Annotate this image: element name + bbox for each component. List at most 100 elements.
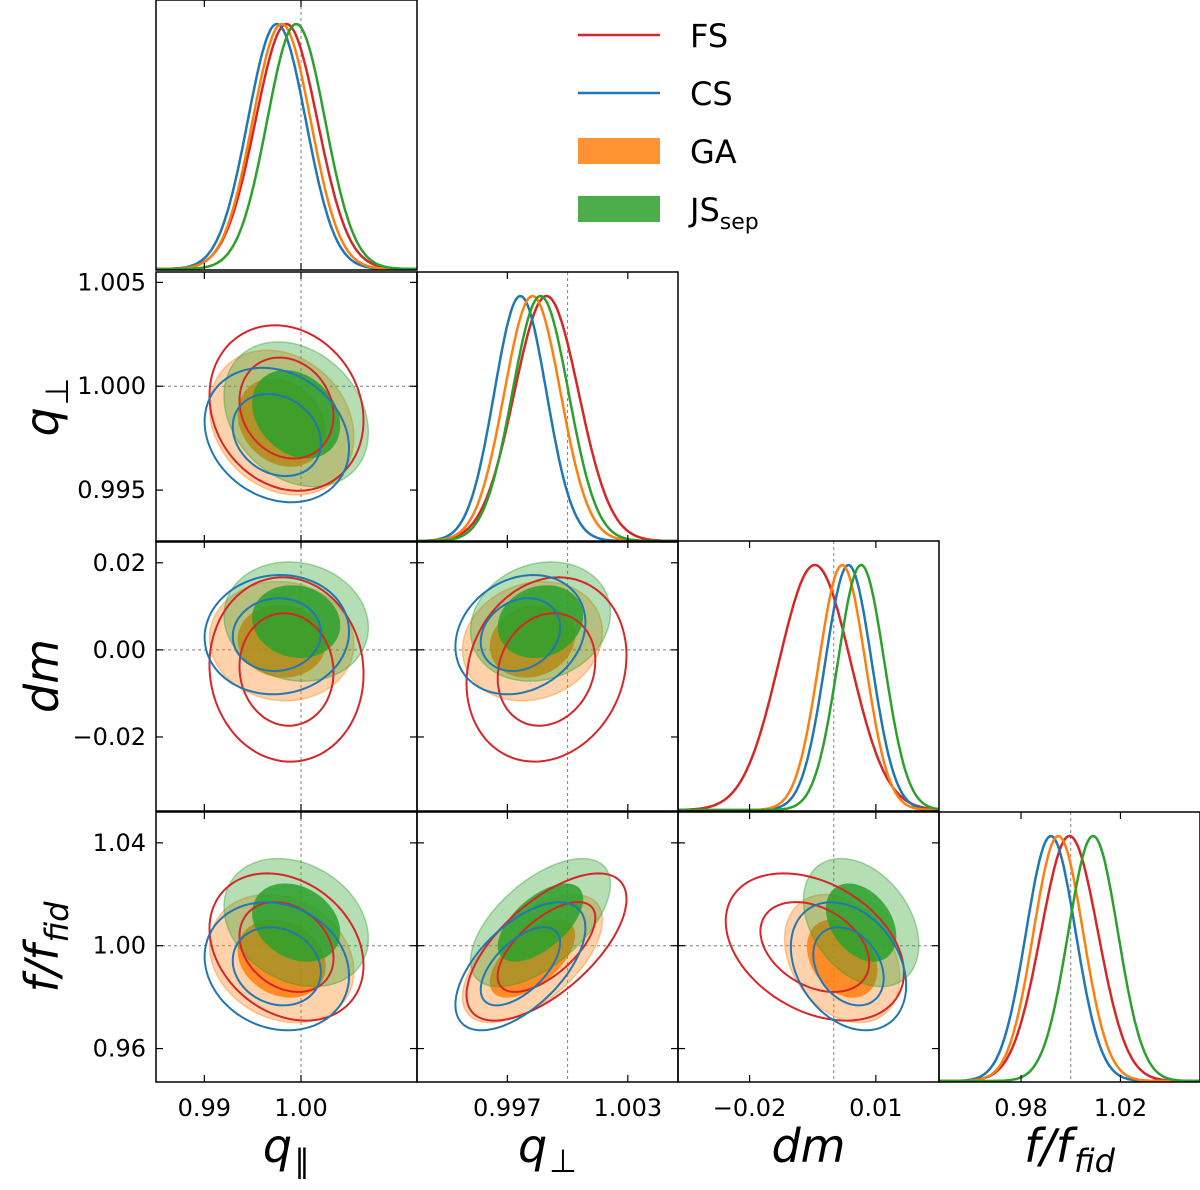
y-tick-label: 1.00 (93, 932, 146, 960)
contour-95-fs (208, 324, 365, 492)
contour-68-cs (231, 393, 322, 478)
panel-fills-f-qpar (156, 812, 417, 1082)
legend-label-fs: FS (690, 17, 728, 55)
contour-95-fs (208, 872, 365, 1022)
x-axis-title-f: f/ffid (1024, 1119, 1116, 1180)
y-tick-label: 0.995 (77, 476, 146, 504)
contour-95-cs (454, 573, 587, 696)
legend-label-main: FS (690, 17, 728, 55)
contour-95-cs (203, 901, 350, 1032)
panel-frame-qpar-qpar (155, 0, 418, 271)
panel-lines-f-qperp (454, 872, 628, 1032)
legend-label-main: JS (688, 191, 720, 229)
x-tick-label: 0.98 (994, 1094, 1047, 1122)
panel-lines-f-qpar (203, 872, 365, 1032)
marginal-curve-cs (678, 563, 939, 811)
x-tick-label: −0.02 (713, 1094, 787, 1122)
legend-label-main: CS (690, 75, 733, 113)
axis-title-main: q (263, 1119, 292, 1173)
contour-95-fs (208, 576, 365, 763)
x-axis-title-dm: dm (771, 1119, 845, 1173)
contour-95-cs (789, 901, 908, 1032)
y-tick-label: 1.000 (77, 372, 146, 400)
panel-fills-dm-qpar (156, 541, 417, 811)
contour-68-cs (479, 597, 562, 672)
y-tick-label: 1.005 (77, 268, 146, 296)
x-tick-label: 1.003 (593, 1094, 662, 1122)
panel-frame-f-f (938, 811, 1200, 1083)
legend-label-sub: sep (720, 210, 759, 235)
contour-95-cs (203, 366, 350, 504)
marginal-dm (678, 541, 939, 811)
y-axis-title-dm: dm (15, 639, 69, 713)
legend-label-cs: CS (690, 75, 733, 113)
marginal-curve-js (939, 834, 1200, 1082)
y-axis-title-qperp: q⊥ (15, 377, 76, 436)
legend-label-main: GA (690, 133, 737, 171)
contour-68-cs (231, 926, 322, 1007)
contour-95-cs (454, 901, 587, 1032)
marginal-curve-ga (678, 563, 939, 811)
line-contours-layer (156, 0, 1200, 1082)
axis-title-main: f/f (1024, 1119, 1078, 1173)
axis-title-main: q (15, 407, 69, 436)
x-tick-label: 0.997 (473, 1094, 542, 1122)
marginal-curve-cs (156, 22, 417, 270)
marginal-curve-fs (417, 294, 678, 542)
contour-68-fs (759, 901, 871, 993)
legend-swatch-ga (578, 138, 660, 164)
axis-title-main: dm (771, 1119, 845, 1173)
contour-68-cs (812, 926, 885, 1007)
marginal-curve-fs (678, 563, 939, 811)
axis-title-sub: fid (1074, 1142, 1116, 1180)
axis-title-sub: fid (38, 901, 76, 943)
contour-95-fs (465, 576, 628, 763)
legend: FS CS GA JSsep (578, 17, 759, 235)
marginal-qpar (156, 0, 417, 270)
axis-title-main: q (518, 1119, 547, 1173)
contour-68-js (252, 370, 341, 459)
axis-title-sub: ⊥ (549, 1142, 577, 1180)
panel-fills-f-dm (678, 812, 939, 1082)
marginal-curve-ga (156, 22, 417, 270)
x-tick-label: 1.00 (274, 1094, 327, 1122)
y-tick-label: 0.02 (93, 549, 146, 577)
axis-title-main: dm (15, 639, 69, 713)
y-tick-label: 1.04 (93, 829, 146, 857)
panel-lines-f-dm (724, 872, 908, 1032)
contour-68-js (252, 585, 341, 658)
x-tick-label: 0.01 (849, 1094, 902, 1122)
axis-title-sub: ⊥ (38, 377, 76, 405)
legend-label-js: JSsep (688, 191, 759, 235)
panel-lines-dm-qpar (203, 573, 365, 763)
y-tick-label: 0.00 (93, 636, 146, 664)
contour-68-cs (479, 926, 562, 1007)
axis-title-main: f/f (15, 939, 69, 993)
panel-frame-dm-dm (677, 540, 940, 812)
marginal-f (939, 812, 1200, 1082)
panel-fills-dm-qperp (417, 541, 678, 811)
marginal-curve-fs (939, 834, 1200, 1082)
panel-frames-layer (155, 0, 1200, 1083)
legend-swatch-js (578, 196, 660, 222)
contour-95-fs (465, 872, 628, 1022)
marginal-curve-ga (417, 294, 678, 542)
y-axis-title-f: f/ffid (15, 901, 76, 993)
contour-68-fs (496, 612, 597, 727)
contour-68-fs (238, 612, 335, 727)
contour-95-fs (724, 872, 905, 1022)
panel-frame-qperp-qperp (416, 271, 679, 543)
x-tick-label: 1.02 (1094, 1094, 1147, 1122)
contour-68-fs (496, 901, 597, 993)
marginal-curve-ga (939, 834, 1200, 1082)
y-tick-label: −0.02 (72, 723, 146, 751)
panel-fills-f-qperp (417, 812, 678, 1082)
marginal-curve-js (417, 294, 678, 542)
axis-title-sub: ∥ (294, 1142, 310, 1180)
panel-lines-qperp-qpar (203, 324, 365, 504)
marginal-curve-js (156, 22, 417, 270)
x-tick-label: 0.99 (178, 1094, 231, 1122)
legend-label-ga: GA (690, 133, 737, 171)
contour-68-fs (238, 356, 335, 460)
